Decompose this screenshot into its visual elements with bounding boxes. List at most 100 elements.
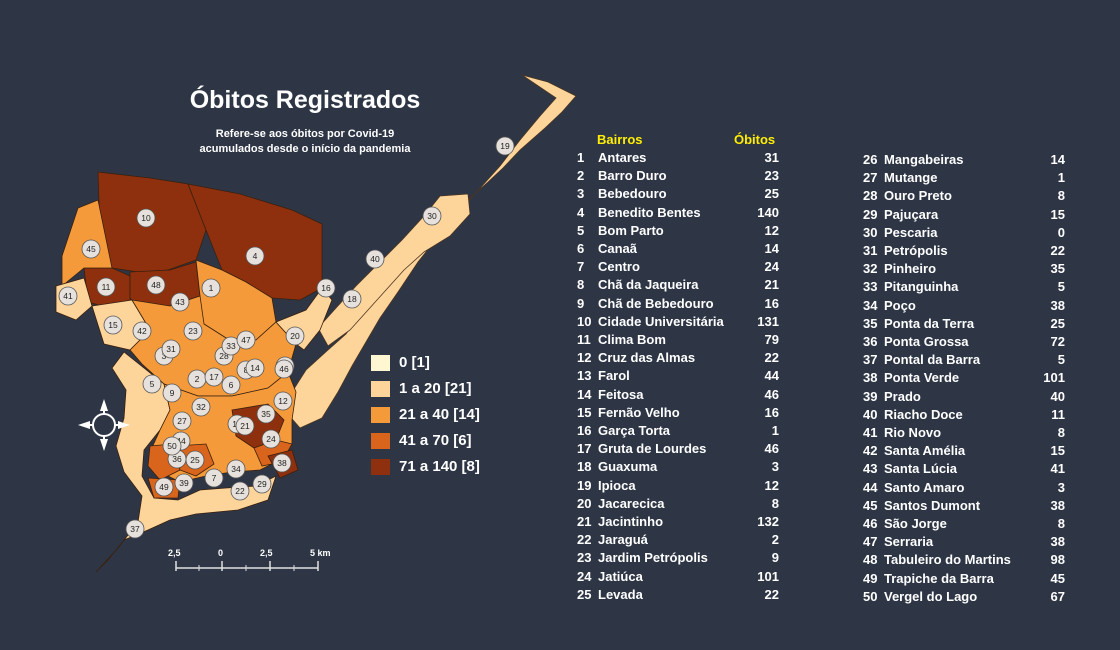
region-number-marker: 31 <box>161 339 181 359</box>
table-row: 32 Pinheiro 35 <box>863 261 1068 279</box>
table-row: 19 Ipioca 12 <box>577 478 782 496</box>
neighborhood-number: 24 <box>577 568 592 584</box>
legend-item: 1 a 20 [21] <box>371 378 480 399</box>
table-row: 3 Bebedouro 25 <box>577 186 782 204</box>
neighborhood-deaths: 14 <box>1050 152 1065 167</box>
table-row: 7 Centro 24 <box>577 259 782 277</box>
table-row: 10 Cidade Universitária 131 <box>577 314 782 332</box>
neighborhood-number: 27 <box>863 170 878 186</box>
region-number-marker: 49 <box>154 477 174 497</box>
region-number-marker: 7 <box>204 468 224 488</box>
neighborhood-name: Bebedouro <box>598 186 667 202</box>
region-number-marker: 32 <box>191 397 211 417</box>
table-row: 23 Jardim Petrópolis 9 <box>577 550 782 568</box>
neighborhood-number: 21 <box>577 514 592 529</box>
neighborhood-deaths: 38 <box>1050 534 1065 550</box>
region-number-marker: 11 <box>96 277 116 297</box>
region-number-marker: 25 <box>185 450 205 470</box>
neighborhood-name: Trapiche da Barra <box>884 570 994 586</box>
neighborhood-deaths: 15 <box>1050 206 1065 222</box>
table-row: 2 Barro Duro 23 <box>577 168 782 186</box>
scale-label: 5 km <box>310 548 331 558</box>
table-row: 37 Pontal da Barra 5 <box>863 352 1068 370</box>
table-row: 41 Rio Novo 8 <box>863 425 1068 443</box>
neighborhood-name: Benedito Bentes <box>598 204 701 220</box>
neighborhood-number: 34 <box>863 297 878 313</box>
neighborhood-number: 38 <box>863 370 878 386</box>
scale-bar <box>175 561 319 571</box>
table-row: 1 Antares 31 <box>577 150 782 168</box>
neighborhood-name: Pinheiro <box>884 261 937 277</box>
legend-swatch <box>371 380 390 397</box>
neighborhood-deaths: 8 <box>1057 188 1065 204</box>
neighborhood-number: 25 <box>577 586 592 602</box>
neighborhood-deaths: 16 <box>764 404 779 420</box>
neighborhood-name: Vergel do Lago <box>884 588 978 604</box>
region-number-label: 34 <box>231 464 241 474</box>
neighborhood-number: 39 <box>863 388 878 404</box>
region-number-marker: 34 <box>226 459 246 479</box>
header-bairros: Bairros <box>597 132 643 147</box>
neighborhood-number: 19 <box>577 477 592 493</box>
region-number-label: 17 <box>209 372 219 382</box>
neighborhood-name: Bom Parto <box>598 222 664 238</box>
neighborhood-name: Ponta Grossa <box>884 334 969 349</box>
scale-bar-labels: 2,5 0 2,5 5 km <box>164 548 354 560</box>
region-number-marker: 46 <box>274 359 294 379</box>
table-row: 15 Fernão Velho 16 <box>577 405 782 423</box>
neighborhood-name: Barro Duro <box>598 168 667 184</box>
neighborhood-deaths: 22 <box>764 586 779 602</box>
legend-label: 0 [1] <box>399 354 430 371</box>
legend-item: 41 a 70 [6] <box>371 430 480 451</box>
region-number-marker: 42 <box>132 321 152 341</box>
neighborhood-deaths: 79 <box>764 332 779 347</box>
neighborhood-number: 12 <box>577 350 592 366</box>
neighborhood-number: 35 <box>863 315 878 331</box>
region-number-label: 22 <box>235 486 245 496</box>
neighborhood-name: Riacho Doce <box>884 406 963 422</box>
table-row: 46 São Jorge 8 <box>863 516 1068 534</box>
region-number-marker: 1 <box>201 278 221 298</box>
neighborhood-deaths: 25 <box>764 186 779 202</box>
neighborhood-number: 47 <box>863 534 878 550</box>
neighborhood-name: Ponta Verde <box>884 370 960 386</box>
region-number-marker: 41 <box>58 286 78 306</box>
legend-label: 1 a 20 [21] <box>399 380 472 397</box>
table-row: 26 Mangabeiras 14 <box>863 152 1068 170</box>
legend-item: 0 [1] <box>371 352 480 373</box>
neighborhood-deaths: 38 <box>1050 497 1065 513</box>
neighborhood-name: Cruz das Almas <box>598 350 696 366</box>
region-number-label: 6 <box>229 380 234 390</box>
region-number-label: 2 <box>195 374 200 384</box>
neighborhood-number: 13 <box>577 368 592 384</box>
region-number-label: 49 <box>159 482 169 492</box>
legend-swatch <box>371 458 390 475</box>
region-number-marker: 37 <box>125 519 145 539</box>
neighborhood-name: Chã de Bebedouro <box>598 295 714 311</box>
region-number-label: 28 <box>219 351 229 361</box>
region-number-marker: 48 <box>146 275 166 295</box>
legend-label: 41 a 70 [6] <box>399 432 472 449</box>
region-number-label: 7 <box>212 473 217 483</box>
map-region-south-west <box>95 351 277 573</box>
neighborhood-number: 33 <box>863 279 878 295</box>
region-number-marker: 43 <box>170 292 190 312</box>
region-number-marker: 29 <box>252 474 272 494</box>
region-number-label: 18 <box>347 294 357 304</box>
neighborhood-name: Petrópolis <box>884 243 948 258</box>
neighborhood-table-right: 26 Mangabeiras 14 27 Mutange 1 28 Ouro Preto 8 29… <box>863 132 1068 610</box>
region-number-marker: 16 <box>316 278 336 298</box>
region-number-label: 40 <box>370 254 380 264</box>
neighborhood-deaths: 12 <box>764 477 779 493</box>
neighborhood-name: Jaraguá <box>598 532 648 548</box>
region-number-marker: 10 <box>136 208 156 228</box>
region-number-marker: 6 <box>221 375 241 395</box>
neighborhood-deaths: 46 <box>764 441 779 457</box>
region-number-marker: 30 <box>422 206 442 226</box>
region-number-label: 11 <box>102 282 111 292</box>
region-number-marker: 20 <box>285 326 305 346</box>
neighborhood-number: 3 <box>577 186 585 202</box>
neighborhood-number: 15 <box>577 404 592 420</box>
neighborhood-number: 28 <box>863 188 878 204</box>
